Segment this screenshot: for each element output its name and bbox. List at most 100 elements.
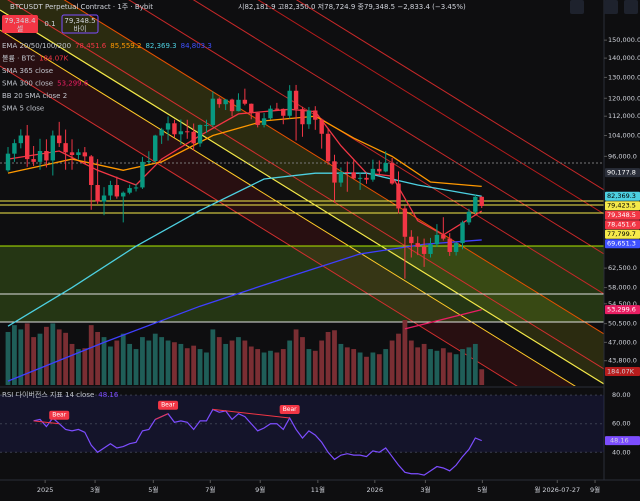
y-tick-label: 62,500.0	[608, 264, 637, 272]
rsi-line	[33, 408, 482, 476]
volume-bar	[108, 346, 113, 385]
candle-body	[25, 135, 30, 160]
volume-bar	[184, 348, 190, 385]
volume-bar	[204, 352, 209, 385]
candle-body	[31, 159, 36, 162]
volume-bar	[300, 337, 305, 385]
legend-value: 53,299.6	[57, 80, 89, 88]
x-tick-label: 5월	[148, 485, 158, 494]
candle-body	[121, 192, 126, 197]
channel-line	[63, 0, 604, 335]
indicator-line	[404, 308, 482, 330]
legend-label: SMA 5 close	[2, 105, 44, 113]
candle-body	[370, 168, 376, 180]
price-label: 79,423.5	[607, 202, 636, 210]
volume-bar	[479, 369, 485, 385]
channel-fill	[0, 0, 604, 384]
volume-bar	[229, 340, 235, 385]
price-label: 69,651.3	[607, 240, 636, 248]
volume-bar	[344, 347, 350, 385]
candle-body	[153, 135, 158, 162]
rsi-value-label: 48.16	[610, 437, 629, 445]
x-tick-label: 2026	[367, 486, 384, 494]
divergence-label: Bear	[52, 412, 66, 419]
price-label: 53,299.6	[607, 306, 636, 314]
rsi-value-box	[605, 436, 640, 446]
candle-body	[402, 208, 408, 237]
channel-line	[0, 29, 576, 386]
y-tick-label: 50,500.0	[608, 320, 637, 328]
volume-bar	[101, 337, 107, 385]
candle-body	[268, 108, 273, 119]
candle-body	[364, 177, 369, 180]
y-tick-label: 47,000.0	[608, 338, 637, 346]
legend-value: 85,559.2	[110, 42, 141, 50]
candle-body	[217, 98, 222, 105]
candle-body	[242, 99, 248, 104]
drawings	[0, 0, 604, 386]
channel-line	[192, 0, 604, 255]
candle-body	[82, 152, 88, 157]
legend-value: 82,369.3	[145, 42, 176, 50]
candle-body	[178, 131, 184, 135]
candle-body	[383, 162, 388, 172]
buy-label: 바이	[74, 24, 87, 33]
channel-line	[257, 0, 604, 215]
volume-bar	[389, 340, 395, 385]
toolbar-button[interactable]	[570, 0, 584, 14]
divergence-label: Bear	[283, 406, 297, 413]
price-label-box	[605, 201, 640, 211]
legend-label: BB 20 SMA close 2	[2, 92, 67, 100]
toolbar-button[interactable]	[604, 0, 618, 14]
candle-body	[261, 118, 267, 125]
volume-bar	[133, 349, 139, 385]
volume-bar	[447, 352, 453, 385]
candle-body	[5, 153, 11, 171]
candle-body	[447, 238, 452, 252]
candle-body	[140, 161, 145, 188]
price-label-box	[605, 305, 640, 315]
y-tick-label: 112,000.0	[608, 112, 640, 120]
candle-body	[159, 129, 164, 136]
candle-body	[357, 177, 363, 179]
volume-bar	[312, 350, 318, 385]
volume-bar	[319, 340, 325, 385]
candle-body	[204, 124, 209, 126]
candle-body	[114, 185, 120, 197]
candle-body	[89, 156, 94, 186]
volume-bar	[248, 346, 254, 385]
buy-price: 79,348.5	[64, 17, 95, 25]
volume-bar	[351, 349, 357, 385]
price-label-box	[605, 210, 640, 220]
toolbar-button[interactable]	[624, 0, 638, 14]
candle-body	[127, 188, 132, 193]
volume-bar	[69, 343, 75, 385]
candle-body	[415, 243, 420, 247]
sell-button[interactable]	[2, 15, 38, 33]
volume-bar	[172, 342, 177, 385]
spread: 0.1	[44, 20, 55, 28]
y-tick-label: 104,000.0	[608, 132, 640, 140]
candle-body	[479, 196, 484, 206]
divergence-tag	[49, 410, 70, 420]
price-label: 82,369.3	[607, 192, 636, 200]
candle-body	[229, 99, 235, 112]
ohlc-header: 시82,181.9 고82,350.0 저78,724.9 종79,348.5 …	[238, 2, 466, 11]
buy-button[interactable]	[61, 14, 99, 34]
volume-bar	[370, 352, 376, 385]
volume-bar	[127, 343, 133, 385]
volume-bar	[216, 337, 222, 385]
y-tick-label: 58,000.0	[608, 284, 637, 292]
candle-body	[287, 90, 292, 116]
rsi-legend-value: 48.16	[98, 391, 119, 399]
rsi-tick-label: 40.00	[612, 448, 631, 456]
candle-body	[95, 185, 100, 202]
candle-body	[466, 211, 472, 223]
price-label-box	[605, 239, 640, 249]
x-tick-label: 9월	[255, 485, 265, 494]
volume-bar	[120, 333, 126, 385]
candle-body	[50, 135, 56, 161]
price-label: 79,348.5	[607, 211, 636, 219]
volume-bar	[210, 329, 216, 385]
volume-bar	[472, 343, 478, 385]
